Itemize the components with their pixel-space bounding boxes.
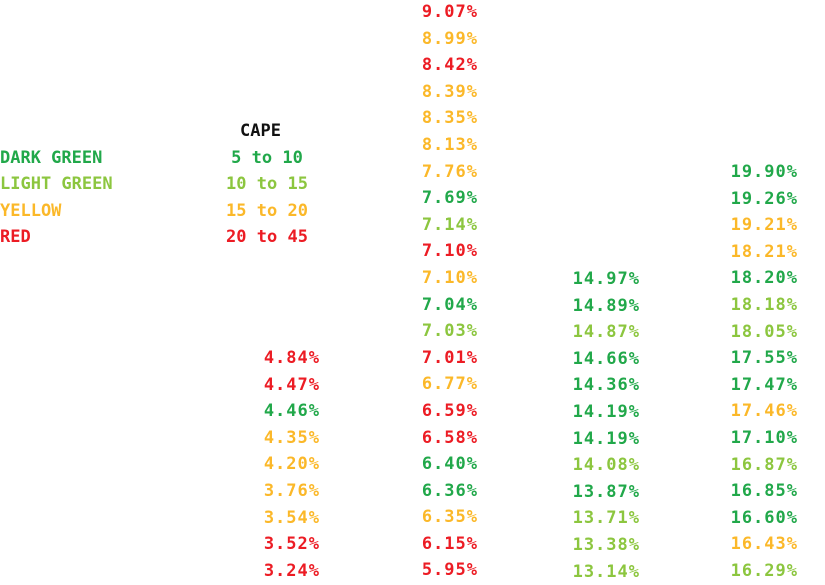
value-cell: 4.35%: [263, 427, 320, 448]
value-cell: 13.14%: [572, 561, 640, 582]
legend-range: 20 to 45: [226, 227, 308, 248]
legend-color-name: DARK GREEN: [0, 147, 103, 168]
value-cell: 7.01%: [421, 347, 478, 368]
value-cell: 14.19%: [572, 401, 640, 422]
value-cell: 16.60%: [730, 507, 798, 528]
value-cell: 5.95%: [421, 560, 478, 581]
value-cell: 17.10%: [730, 427, 798, 448]
value-cell: 13.38%: [572, 534, 640, 555]
legend-row-red: RED 20 to 45: [0, 224, 330, 251]
value-cell: 7.10%: [421, 267, 478, 288]
legend-range: 10 to 15: [226, 174, 308, 195]
value-cell: 8.13%: [421, 134, 478, 155]
value-cell: 4.46%: [263, 401, 320, 422]
value-cell: 3.76%: [263, 480, 320, 501]
value-cell: 16.87%: [730, 454, 798, 475]
value-cell: 17.55%: [730, 348, 798, 369]
value-cell: 13.87%: [572, 481, 640, 502]
value-cell: 6.36%: [421, 480, 478, 501]
value-cell: 4.47%: [263, 374, 320, 395]
value-cell: 8.99%: [421, 28, 478, 49]
value-cell: 7.14%: [421, 214, 478, 235]
value-cell: 7.04%: [421, 294, 478, 315]
value-column-4: 19.90% 19.26% 19.21% 18.21% 18.20% 18.18% 18.0…: [708, 159, 798, 585]
value-cell: 18.21%: [730, 241, 798, 262]
value-cell: 19.90%: [730, 162, 798, 182]
value-cell: 6.35%: [421, 507, 478, 528]
value-cell: 17.46%: [730, 401, 798, 422]
legend-row-yellow: YELLOW 15 to 20: [0, 198, 330, 225]
value-cell: 14.19%: [572, 428, 640, 449]
legend-color-name: LIGHT GREEN: [0, 174, 113, 195]
legend-row-dark-green: DARK GREEN 5 to 10: [0, 145, 330, 172]
value-cell: 6.15%: [421, 533, 478, 554]
value-cell: 4.84%: [263, 348, 320, 368]
value-cell: 19.26%: [730, 188, 798, 209]
value-cell: 16.85%: [730, 481, 798, 502]
value-cell: 17.47%: [730, 374, 798, 395]
value-cell: 16.43%: [730, 534, 798, 555]
value-cell: 14.36%: [572, 375, 640, 396]
value-cell: 14.89%: [572, 295, 640, 316]
value-cell: 6.77%: [421, 374, 478, 395]
value-cell: 8.42%: [421, 55, 478, 76]
legend-title: CAPE: [240, 121, 281, 141]
value-cell: 18.05%: [730, 321, 798, 342]
value-cell: 19.21%: [730, 215, 798, 236]
value-cell: 7.10%: [421, 241, 478, 262]
value-cell: 13.71%: [572, 508, 640, 529]
value-cell: 6.40%: [421, 454, 478, 475]
value-cell: 14.97%: [572, 269, 640, 289]
legend-color-name: RED: [0, 227, 31, 248]
value-cell: 7.03%: [421, 321, 478, 342]
value-cell: 18.20%: [730, 268, 798, 289]
value-cell: 3.54%: [263, 507, 320, 528]
value-column-2: 9.07% 8.99% 8.42% 8.39% 8.35% 8.13% 7.76% 7.69%…: [388, 0, 478, 584]
value-cell: 18.18%: [730, 294, 798, 315]
value-cell: 14.08%: [572, 455, 640, 476]
value-column-1: 4.84% 4.47% 4.46% 4.35% 4.20% 3.76% 3.54% 3.52%…: [230, 345, 320, 584]
value-cell: 7.76%: [421, 161, 478, 182]
value-cell: 3.24%: [263, 560, 320, 581]
value-column-3: 14.97% 14.89% 14.87% 14.66% 14.36% 14.19% 14.1…: [550, 266, 640, 585]
value-cell: 9.07%: [421, 2, 478, 22]
legend-range: 5 to 10: [231, 147, 303, 168]
value-cell: 8.39%: [421, 81, 478, 102]
value-cell: 8.35%: [421, 108, 478, 129]
value-cell: 6.59%: [421, 400, 478, 421]
value-cell: 6.58%: [421, 427, 478, 448]
legend-range: 15 to 20: [226, 200, 308, 221]
value-cell: 16.29%: [730, 560, 798, 581]
value-cell: 14.87%: [572, 322, 640, 343]
legend-color-name: YELLOW: [0, 200, 62, 221]
value-cell: 14.66%: [572, 348, 640, 369]
legend-row-light-green: LIGHT GREEN 10 to 15: [0, 171, 330, 198]
value-cell: 3.52%: [263, 534, 320, 555]
value-cell: 4.20%: [263, 454, 320, 475]
value-cell: 7.69%: [421, 188, 478, 209]
